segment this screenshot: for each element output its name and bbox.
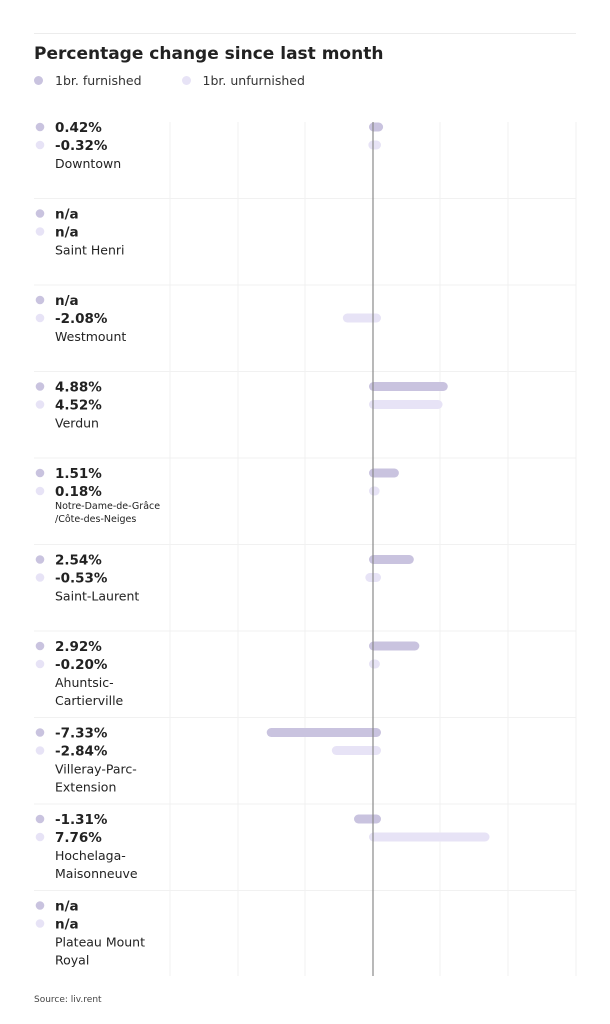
legend-dot-furnished <box>35 728 45 737</box>
bar-unfurnished <box>331 746 381 755</box>
legend-dot-unfurnished <box>35 573 45 582</box>
legend-dot-unfurnished <box>35 832 45 842</box>
bar-unfurnished <box>342 313 381 323</box>
value-label-furnished: -7.33% <box>55 726 108 742</box>
legend-label-unfurnished: 1br. unfurnished <box>202 73 305 88</box>
value-label-unfurnished: -2.84% <box>55 744 108 760</box>
legend-dot-furnished <box>35 901 45 910</box>
bar-furnished <box>369 555 414 564</box>
value-label-unfurnished: -0.20% <box>55 657 108 673</box>
category-label: Cartierville <box>55 693 124 708</box>
category-label: Notre-Dame-de-Grâce <box>55 501 160 512</box>
category-label: Saint-Laurent <box>55 589 139 604</box>
bar-furnished <box>369 382 448 391</box>
legend-dot-unfurnished <box>35 313 45 323</box>
source-note: Source: liv.rent <box>34 995 102 1005</box>
category-label: Plateau Mount <box>55 935 145 950</box>
legend-dot-furnished <box>35 122 45 132</box>
value-label-furnished: 2.92% <box>55 639 102 655</box>
category-label: Verdun <box>55 416 99 431</box>
value-label-furnished: n/a <box>55 293 79 309</box>
legend-dot-unfurnished <box>35 659 45 669</box>
legend-dot-furnished <box>35 641 45 651</box>
value-label-furnished: 2.54% <box>55 553 102 569</box>
legend-swatch-unfurnished <box>181 76 191 85</box>
legend: 1br. furnished 1br. unfurnished <box>34 73 345 88</box>
bar-furnished <box>369 468 399 478</box>
value-label-unfurnished: 0.18% <box>55 484 102 500</box>
value-label-unfurnished: 4.52% <box>55 398 102 414</box>
value-label-furnished: 0.42% <box>55 120 102 136</box>
bar-furnished <box>369 641 420 651</box>
bar-unfurnished <box>368 140 381 150</box>
value-label-furnished: -1.31% <box>55 812 108 828</box>
legend-item-furnished: 1br. furnished <box>34 73 142 88</box>
top-divider <box>34 33 576 34</box>
legend-dot-unfurnished <box>35 746 45 755</box>
legend-dot-unfurnished <box>35 486 45 496</box>
category-label: /Côte-des-Neiges <box>55 514 136 525</box>
legend-dot-unfurnished <box>35 227 45 236</box>
bar-furnished <box>266 728 381 737</box>
legend-dot-furnished <box>35 209 45 218</box>
value-label-furnished: 4.88% <box>55 380 102 396</box>
legend-dot-unfurnished <box>35 140 45 150</box>
legend-dot-furnished <box>35 468 45 478</box>
legend-item-unfurnished: 1br. unfurnished <box>181 73 305 88</box>
value-label-unfurnished: -0.32% <box>55 138 108 154</box>
legend-swatch-furnished <box>34 76 43 85</box>
legend-dot-unfurnished <box>35 919 45 928</box>
legend-dot-furnished <box>35 555 45 564</box>
category-label: Downtown <box>55 156 121 171</box>
category-label: Ahuntsic- <box>55 675 114 690</box>
category-label: Maisonneuve <box>55 866 138 881</box>
legend-dot-furnished <box>35 295 45 305</box>
bar-furnished <box>369 122 384 132</box>
value-label-furnished: n/a <box>55 207 79 223</box>
category-label: Extension <box>55 780 116 795</box>
bar-unfurnished <box>369 400 443 409</box>
value-label-unfurnished: -0.53% <box>55 571 108 587</box>
bar-unfurnished <box>369 486 380 496</box>
bar-unfurnished <box>369 659 380 669</box>
category-label: Hochelaga- <box>55 848 126 863</box>
value-label-unfurnished: -2.08% <box>55 311 108 327</box>
legend-dot-furnished <box>35 814 45 824</box>
value-label-unfurnished: 7.76% <box>55 830 102 846</box>
chart-title: Percentage change since last month <box>34 44 384 64</box>
category-label: Royal <box>55 953 89 968</box>
bar-furnished <box>354 814 381 824</box>
category-label: Villeray-Parc- <box>55 762 137 777</box>
value-label-furnished: 1.51% <box>55 466 102 482</box>
category-label: Saint Henri <box>55 243 125 258</box>
bar-unfurnished <box>369 832 490 842</box>
value-label-furnished: n/a <box>55 899 79 915</box>
legend-dot-unfurnished <box>35 400 45 409</box>
value-label-unfurnished: n/a <box>55 917 79 933</box>
category-label: Westmount <box>55 329 126 344</box>
legend-label-furnished: 1br. furnished <box>55 73 142 88</box>
value-label-unfurnished: n/a <box>55 225 79 241</box>
legend-dot-furnished <box>35 382 45 391</box>
